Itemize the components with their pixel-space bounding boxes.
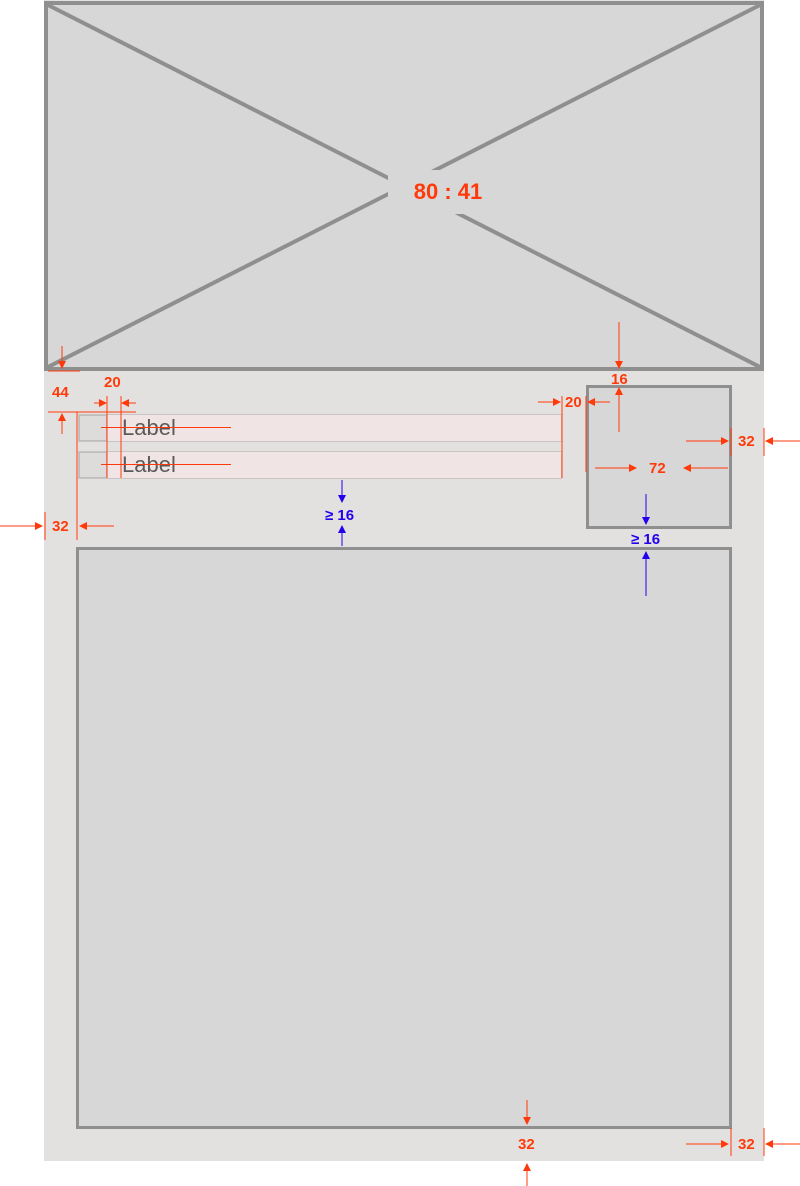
spacing-label: 32 <box>738 1136 755 1153</box>
spacing-label: 44 <box>52 384 69 401</box>
spacing-label: 20 <box>565 394 582 411</box>
spacing-label: 32 <box>518 1136 535 1153</box>
list-item[interactable]: Label <box>78 451 562 479</box>
spacing-label: 72 <box>649 460 666 477</box>
side-placeholder <box>586 385 732 529</box>
image-placeholder: 80 : 41 <box>44 1 764 371</box>
aspect-ratio-label: 80 : 41 <box>388 170 508 214</box>
checkbox[interactable] <box>79 452 107 478</box>
spacing-label: 20 <box>104 374 121 391</box>
min-spacing-label: ≥ 16 <box>631 531 661 548</box>
min-spacing-label: ≥ 16 <box>325 507 355 524</box>
guide-line <box>101 427 231 428</box>
spacing-label: 16 <box>611 371 628 388</box>
guide-line <box>101 464 231 465</box>
spacing-label: 32 <box>738 433 755 450</box>
content-placeholder <box>76 547 732 1129</box>
list-item[interactable]: Label <box>78 414 562 442</box>
spacing-label: 32 <box>52 518 69 535</box>
